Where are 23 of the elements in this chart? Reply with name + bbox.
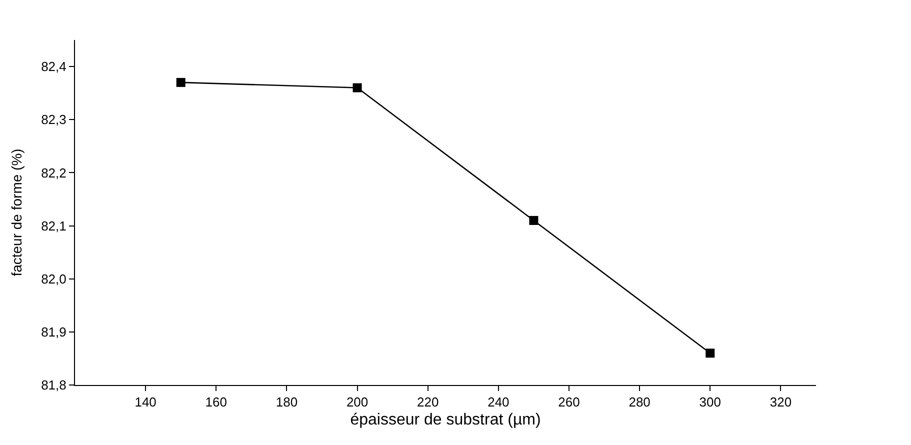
- x-axis-title: épaisseur de substrat (µm): [350, 411, 541, 428]
- x-tick-label: 260: [558, 394, 580, 410]
- x-tick-label: 220: [417, 394, 439, 410]
- x-tick-label: 280: [628, 394, 650, 410]
- x-tick-label: 140: [134, 394, 156, 410]
- y-tick-label: 81,8: [41, 378, 66, 393]
- x-tick-label: 240: [488, 394, 510, 410]
- x-tick-label: 180: [276, 394, 298, 410]
- x-tick-label: 320: [770, 394, 792, 410]
- point: [176, 78, 186, 87]
- point: [352, 83, 362, 92]
- y-axis-title: facteur de forme (%): [8, 148, 25, 276]
- y-tick-label: 82,4: [41, 59, 66, 74]
- x-tick-label: 160: [205, 394, 227, 410]
- x-tick-label: 200: [346, 394, 368, 410]
- y-tick-label: 81,9: [41, 324, 66, 340]
- y-tick-label: 82,1: [41, 218, 66, 234]
- y-tick-label: 82,2: [41, 165, 66, 180]
- point: [529, 216, 538, 225]
- y-tick-label: 82,3: [41, 112, 66, 128]
- x-tick-label: 300: [699, 394, 721, 410]
- point: [706, 348, 715, 358]
- y-tick-label: 82,0: [41, 271, 66, 286]
